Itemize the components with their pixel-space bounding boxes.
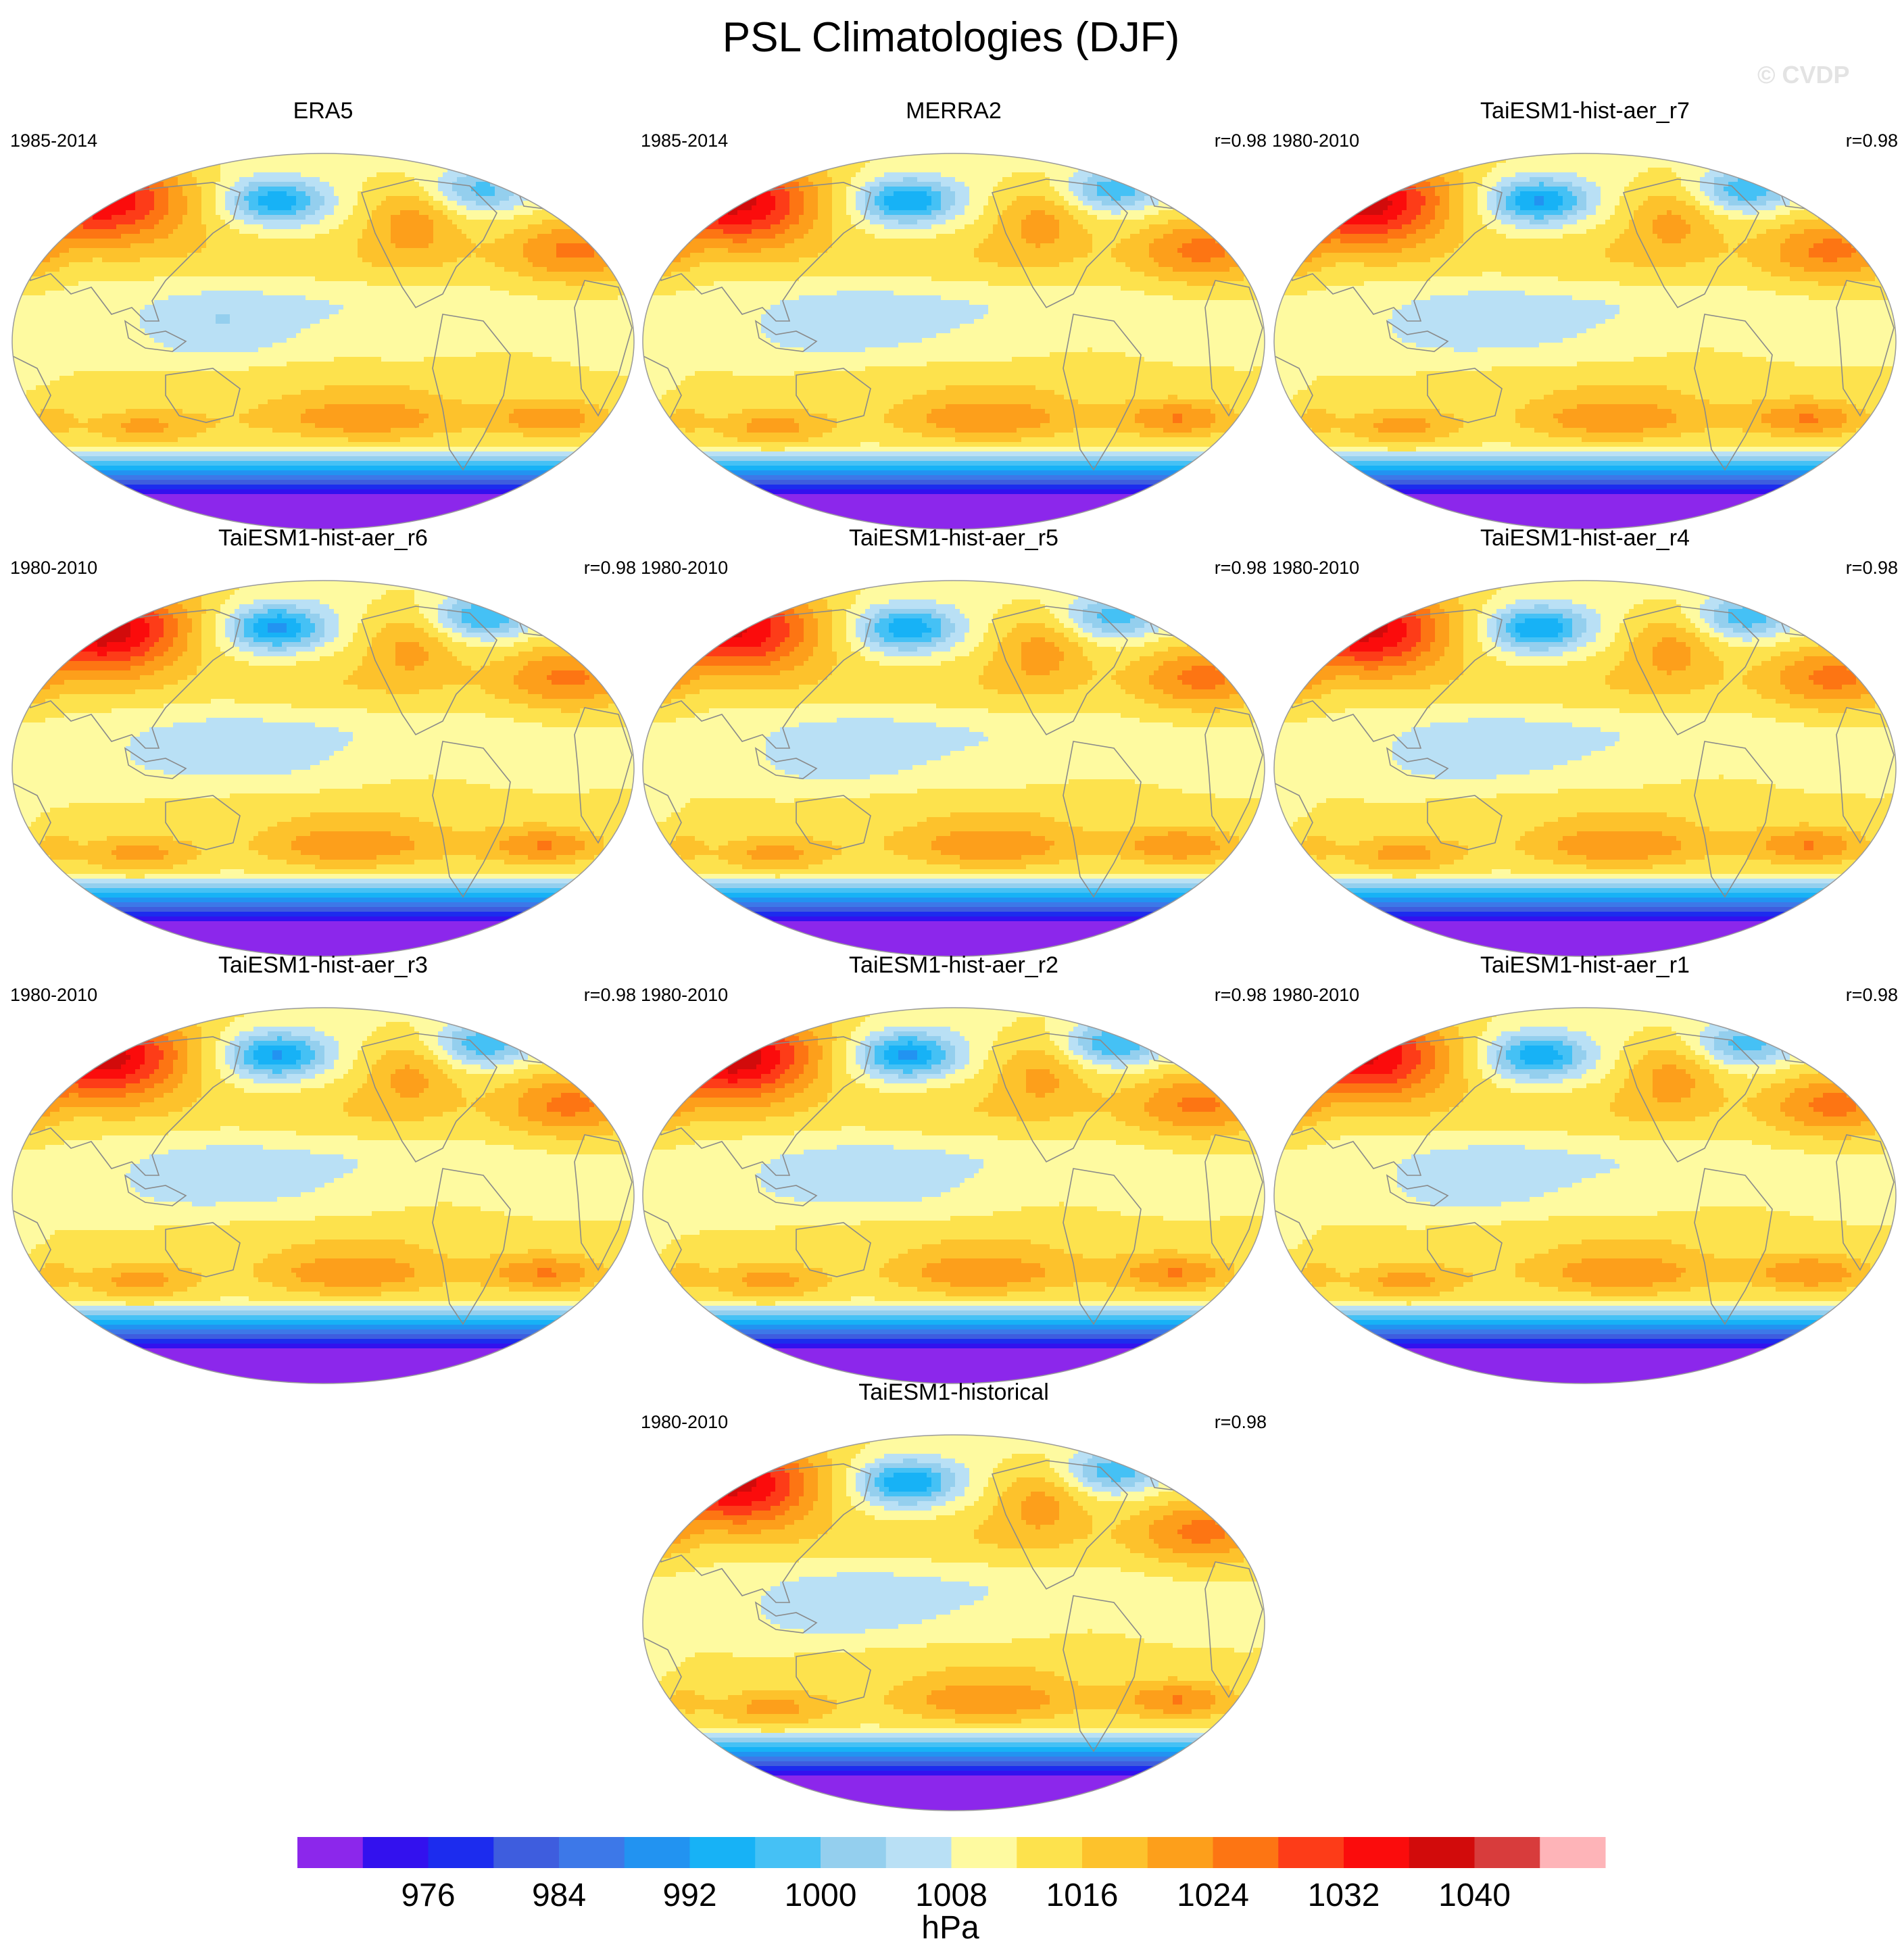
- map-panel-hist-aer-r6: TaiESM1-hist-aer_r6 1980-2010 r=0.98: [10, 525, 636, 958]
- map-panel-merra2: MERRA2 1985-2014 r=0.98: [641, 98, 1267, 531]
- colorbar-box: [559, 1837, 625, 1868]
- colorbar-box: [1213, 1837, 1279, 1868]
- colorbar-box: [1278, 1837, 1344, 1868]
- colorbar-tick-label: 1024: [1177, 1878, 1249, 1913]
- panel-title: TaiESM1-hist-aer_r4: [1272, 525, 1898, 552]
- panel-correlation: r=0.98: [1846, 130, 1898, 151]
- panel-title: TaiESM1-hist-aer_r3: [10, 952, 636, 979]
- panel-correlation: r=0.98: [1215, 985, 1267, 1006]
- psl-map: [10, 579, 636, 958]
- map-panel-hist-aer-r5: TaiESM1-hist-aer_r5 1980-2010 r=0.98: [641, 525, 1267, 958]
- panel-years: 1980-2010: [641, 558, 728, 579]
- psl-map: [641, 579, 1267, 958]
- panel-correlation: r=0.98: [1215, 558, 1267, 579]
- colorbar-box: [1409, 1837, 1475, 1868]
- panel-title: TaiESM1-historical: [641, 1379, 1267, 1406]
- colorbar-box: [363, 1837, 429, 1868]
- panel-years: 1980-2010: [641, 1412, 728, 1433]
- panel-years: 1980-2010: [1272, 558, 1359, 579]
- psl-map: [10, 152, 636, 531]
- cvdp-watermark: © CVDP: [1757, 61, 1850, 89]
- colorbar-tick-label: 1008: [915, 1878, 987, 1913]
- psl-map: [1272, 1006, 1898, 1385]
- colorbar-box: [690, 1837, 756, 1868]
- colorbar-box: [886, 1837, 952, 1868]
- map-panel-hist-aer-r4: TaiESM1-hist-aer_r4 1980-2010 r=0.98: [1272, 525, 1898, 958]
- psl-map: [10, 1006, 636, 1385]
- colorbar-box: [493, 1837, 559, 1868]
- panel-title: TaiESM1-hist-aer_r1: [1272, 952, 1898, 979]
- panel-years: 1985-2014: [641, 130, 728, 151]
- panel-title: MERRA2: [641, 98, 1267, 124]
- panel-correlation: r=0.98: [1215, 130, 1267, 151]
- colorbar-tick-label: 1016: [1046, 1878, 1119, 1913]
- colorbar-tick-label: 984: [532, 1878, 586, 1913]
- colorbar-tick-label: 992: [662, 1878, 716, 1913]
- colorbar-box: [1475, 1837, 1540, 1868]
- colorbar-tick-label: 1032: [1308, 1878, 1380, 1913]
- panel-years: 1985-2014: [10, 130, 97, 151]
- colorbar-box: [297, 1837, 363, 1868]
- map-panel-era5: ERA5 1985-2014: [10, 98, 636, 531]
- panel-title: TaiESM1-hist-aer_r5: [641, 525, 1267, 552]
- panel-correlation: r=0.98: [584, 985, 636, 1006]
- panel-correlation: r=0.98: [1846, 985, 1898, 1006]
- colorbar-box: [1344, 1837, 1409, 1868]
- colorbar-box: [821, 1837, 886, 1868]
- panel-years: 1980-2010: [10, 985, 97, 1006]
- colorbar-tick-label: 976: [401, 1878, 455, 1913]
- psl-map: [641, 1434, 1267, 1812]
- colorbar-tick-label: 1040: [1438, 1878, 1511, 1913]
- psl-map: [1272, 152, 1898, 531]
- psl-map: [641, 152, 1267, 531]
- colorbar-box: [1082, 1837, 1148, 1868]
- colorbar-box: [625, 1837, 690, 1868]
- colorbar-box: [1017, 1837, 1082, 1868]
- panel-correlation: r=0.98: [584, 558, 636, 579]
- colorbar-box: [1148, 1837, 1213, 1868]
- figure-title: PSL Climatologies (DJF): [0, 14, 1902, 62]
- panel-title: ERA5: [10, 98, 636, 124]
- panel-correlation: r=0.98: [1215, 1412, 1267, 1433]
- panel-title: TaiESM1-hist-aer_r2: [641, 952, 1267, 979]
- map-panel-historical: TaiESM1-historical 1980-2010 r=0.98: [641, 1379, 1267, 1812]
- colorbar-box: [952, 1837, 1017, 1868]
- map-panel-hist-aer-r7: TaiESM1-hist-aer_r7 1980-2010 r=0.98: [1272, 98, 1898, 531]
- panel-title: TaiESM1-hist-aer_r6: [10, 525, 636, 552]
- map-panel-hist-aer-r1: TaiESM1-hist-aer_r1 1980-2010 r=0.98: [1272, 952, 1898, 1385]
- panel-years: 1980-2010: [641, 985, 728, 1006]
- panel-years: 1980-2010: [10, 558, 97, 579]
- colorbar-box: [1540, 1837, 1605, 1868]
- map-panel-hist-aer-r3: TaiESM1-hist-aer_r3 1980-2010 r=0.98: [10, 952, 636, 1385]
- map-panel-hist-aer-r2: TaiESM1-hist-aer_r2 1980-2010 r=0.98: [641, 952, 1267, 1385]
- colorbar-box: [429, 1837, 494, 1868]
- panel-correlation: r=0.98: [1846, 558, 1898, 579]
- psl-map: [641, 1006, 1267, 1385]
- panel-years: 1980-2010: [1272, 130, 1359, 151]
- panel-years: 1980-2010: [1272, 985, 1359, 1006]
- panel-title: TaiESM1-hist-aer_r7: [1272, 98, 1898, 124]
- colorbar-unit-label: hPa: [921, 1910, 979, 1946]
- colorbar-box: [755, 1837, 821, 1868]
- colorbar-tick-label: 1000: [785, 1878, 857, 1913]
- psl-map: [1272, 579, 1898, 958]
